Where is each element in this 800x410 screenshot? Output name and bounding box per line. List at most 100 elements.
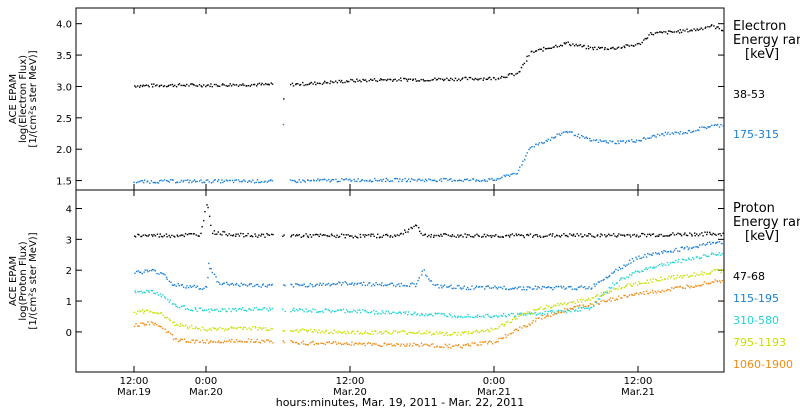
data-point bbox=[250, 235, 253, 237]
data-point bbox=[642, 232, 644, 235]
data-point bbox=[253, 285, 256, 287]
data-point bbox=[399, 345, 402, 347]
data-point bbox=[352, 330, 355, 332]
data-point bbox=[518, 315, 520, 317]
data-point bbox=[681, 246, 683, 248]
data-point bbox=[480, 344, 482, 346]
data-point bbox=[582, 235, 584, 238]
data-point bbox=[190, 233, 193, 235]
data-point bbox=[667, 30, 670, 32]
data-point bbox=[372, 283, 375, 285]
data-point bbox=[483, 341, 485, 343]
data-point bbox=[184, 85, 187, 87]
data-point bbox=[534, 311, 537, 314]
data-point bbox=[709, 26, 711, 28]
data-point bbox=[560, 302, 562, 305]
data-point bbox=[666, 251, 668, 253]
data-point bbox=[675, 286, 678, 288]
data-point bbox=[294, 341, 297, 344]
data-point bbox=[356, 236, 359, 239]
data-point bbox=[436, 180, 438, 183]
data-point bbox=[324, 80, 326, 83]
data-point bbox=[650, 31, 652, 34]
data-point bbox=[202, 342, 205, 344]
data-point bbox=[508, 234, 510, 237]
data-point bbox=[221, 179, 223, 181]
data-point bbox=[243, 283, 245, 286]
data-point bbox=[605, 276, 607, 278]
data-point bbox=[512, 287, 514, 290]
data-point bbox=[531, 50, 533, 53]
data-point bbox=[324, 284, 327, 286]
data-point bbox=[348, 311, 351, 313]
data-point bbox=[676, 286, 679, 288]
data-point bbox=[255, 235, 257, 237]
data-point bbox=[541, 314, 544, 317]
data-point bbox=[243, 327, 245, 329]
data-point bbox=[292, 286, 295, 288]
data-point bbox=[524, 312, 526, 315]
data-point bbox=[443, 233, 445, 235]
data-point bbox=[504, 334, 507, 336]
data-point bbox=[535, 309, 538, 311]
data-point bbox=[394, 78, 396, 80]
data-point bbox=[380, 345, 382, 347]
data-point bbox=[392, 79, 395, 81]
proton-ylabel-line: ACE EPAM bbox=[8, 256, 19, 306]
data-point bbox=[565, 312, 568, 314]
data-point bbox=[259, 181, 262, 184]
data-point bbox=[237, 308, 240, 310]
data-point bbox=[231, 235, 234, 237]
data-point bbox=[553, 136, 556, 139]
data-point bbox=[186, 326, 189, 328]
data-point bbox=[188, 326, 191, 328]
data-point bbox=[164, 274, 166, 276]
data-point bbox=[400, 79, 402, 82]
data-point bbox=[471, 316, 474, 318]
data-point bbox=[392, 311, 394, 314]
data-point bbox=[513, 172, 515, 175]
data-point bbox=[160, 84, 163, 86]
data-point bbox=[683, 233, 685, 236]
data-point bbox=[504, 76, 506, 79]
data-point bbox=[632, 141, 634, 143]
data-point bbox=[172, 284, 174, 286]
data-point bbox=[314, 233, 316, 236]
data-point bbox=[707, 25, 709, 28]
data-point bbox=[346, 342, 348, 344]
data-point bbox=[705, 127, 708, 130]
data-point bbox=[166, 236, 168, 238]
x-axis-title: hours:minutes, Mar. 19, 2011 - Mar. 22, … bbox=[276, 396, 525, 409]
data-point bbox=[617, 288, 619, 290]
data-point bbox=[501, 323, 504, 325]
data-point bbox=[600, 300, 602, 302]
data-point bbox=[630, 285, 633, 287]
data-point bbox=[232, 83, 234, 86]
data-point bbox=[137, 270, 139, 272]
data-point bbox=[480, 316, 482, 318]
data-point bbox=[661, 289, 663, 292]
data-point bbox=[409, 180, 412, 183]
data-point bbox=[647, 137, 649, 139]
data-point bbox=[413, 283, 415, 285]
data-point bbox=[397, 180, 400, 183]
data-point bbox=[660, 291, 662, 294]
data-point bbox=[345, 234, 348, 236]
data-point bbox=[502, 236, 504, 238]
data-point bbox=[580, 134, 583, 137]
data-point bbox=[228, 307, 230, 310]
data-point bbox=[335, 236, 337, 239]
data-point bbox=[489, 178, 491, 180]
data-point bbox=[175, 338, 177, 340]
data-point bbox=[558, 304, 561, 306]
data-point bbox=[254, 326, 256, 328]
data-point bbox=[162, 180, 164, 182]
data-point bbox=[438, 312, 440, 315]
data-point bbox=[179, 235, 181, 237]
data-point bbox=[316, 311, 318, 313]
data-point bbox=[609, 297, 611, 299]
data-point bbox=[601, 234, 603, 236]
data-point bbox=[645, 267, 647, 269]
data-point bbox=[533, 146, 535, 148]
data-point bbox=[396, 343, 398, 345]
